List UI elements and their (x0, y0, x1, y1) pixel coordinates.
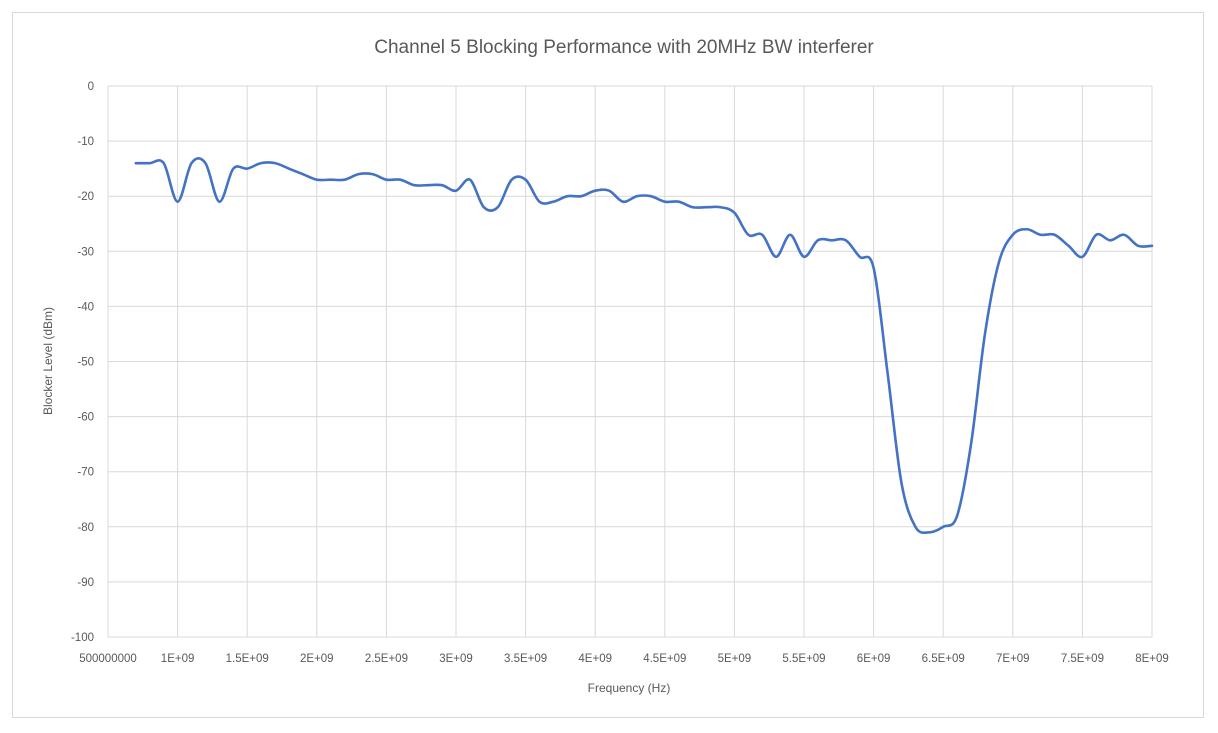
y-tick-label: -60 (77, 412, 94, 424)
y-tick-label: -10 (77, 136, 94, 148)
y-tick-label: -30 (77, 246, 94, 258)
x-tick-label: 7E+09 (996, 653, 1030, 665)
x-tick-label: 6E+09 (857, 653, 891, 665)
x-tick-label: 4.5E+09 (643, 653, 686, 665)
x-axis-ticks: 500000000 1E+09 1.5E+09 2E+09 2.5E+09 3E+09 3.… (79, 653, 1169, 665)
y-tick-label: -70 (77, 467, 94, 479)
series-line (134, 157, 1154, 535)
series-layer (134, 157, 1154, 535)
x-tick-label: 2E+09 (300, 653, 334, 665)
y-tick-label: -80 (77, 522, 94, 534)
gridlines (107, 85, 1153, 638)
x-tick-label: 3.5E+09 (504, 653, 547, 665)
y-axis-label: Blocker Level (dBm) (41, 307, 55, 415)
y-tick-label: -40 (77, 301, 94, 313)
chart-frame (12, 12, 1204, 718)
x-tick-label: 1E+09 (161, 653, 195, 665)
y-tick-label: -100 (71, 632, 94, 644)
x-tick-label: 5E+09 (718, 653, 752, 665)
x-tick-label: 6.5E+09 (922, 653, 965, 665)
x-tick-label: 1.5E+09 (226, 653, 269, 665)
x-tick-label: 8E+09 (1135, 653, 1169, 665)
x-tick-label: 3E+09 (439, 653, 473, 665)
x-axis-label: Frequency (Hz) (588, 681, 671, 695)
x-tick-label: 5.5E+09 (782, 653, 825, 665)
x-tick-label: 7.5E+09 (1061, 653, 1104, 665)
y-tick-label: -20 (77, 191, 94, 203)
y-tick-label: 0 (88, 81, 94, 93)
y-axis-ticks: 0 -10 -20 -30 -40 -50 -60 -70 -80 -90 -100 (71, 81, 94, 644)
y-tick-label: -90 (77, 577, 94, 589)
x-tick-label: 500000000 (79, 653, 137, 665)
x-tick-label: 4E+09 (578, 653, 612, 665)
chart-title: Channel 5 Blocking Performance with 20MH… (374, 37, 874, 58)
y-tick-label: -50 (77, 357, 94, 369)
x-tick-label: 2.5E+09 (365, 653, 408, 665)
